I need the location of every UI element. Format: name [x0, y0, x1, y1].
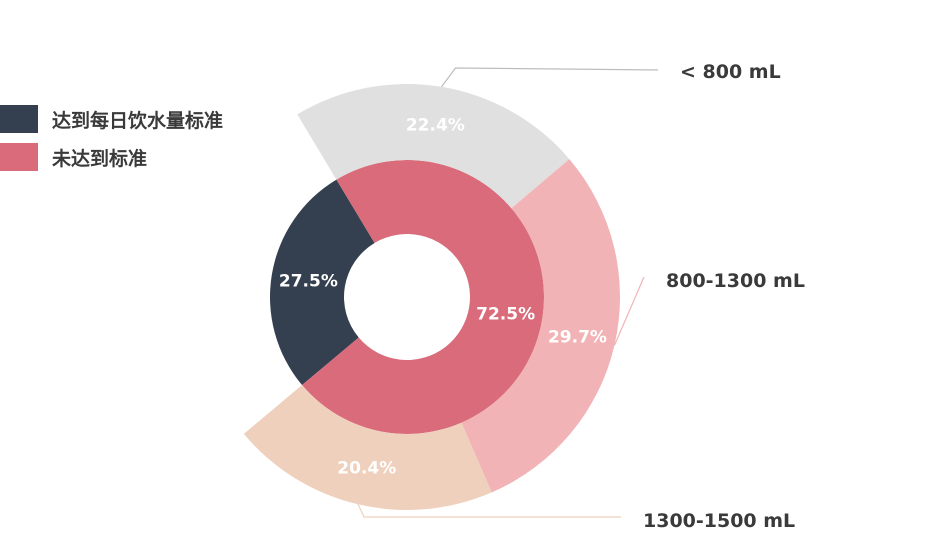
- legend-item-not-reached[interactable]: 未达到标准: [0, 142, 223, 172]
- outer-slice-0[interactable]: [297, 83, 570, 209]
- leader-lines: [357, 67, 659, 518]
- inner-slice-label-1: 72.5%: [476, 305, 535, 325]
- outer-slice-2[interactable]: [243, 385, 492, 511]
- leader-line-1: [613, 276, 645, 346]
- legend-swatch-not-reached: [0, 143, 38, 171]
- legend-swatch-reached: [0, 105, 38, 133]
- outer-slice-label-0: 22.4%: [406, 115, 465, 135]
- data-labels: 27.5% 72.5% 22.4% < 800 mL 29.7% 800-1300 mL 2…: [279, 61, 805, 532]
- inner-slice-label-0: 27.5%: [279, 271, 338, 291]
- outer-ring: [243, 83, 620, 511]
- legend-label-not-reached: 未达到标准: [52, 147, 148, 170]
- legend-label-reached: 达到每日饮水量标准: [52, 109, 224, 132]
- category-label-2: 1300-1500 mL: [643, 510, 795, 532]
- category-label-0: < 800 mL: [680, 61, 781, 83]
- legend-item-reached[interactable]: 达到每日饮水量标准: [0, 104, 223, 134]
- leader-line-2: [357, 504, 621, 518]
- inner-slice-1[interactable]: [302, 160, 544, 434]
- outer-slice-label-2: 20.4%: [337, 458, 396, 478]
- inner-slice-0[interactable]: [270, 179, 375, 386]
- outer-slice-1[interactable]: [461, 159, 620, 493]
- outer-slice-label-1: 29.7%: [548, 328, 607, 348]
- legend: 达到每日饮水量标准 未达到标准: [0, 104, 223, 180]
- leader-line-0: [441, 67, 659, 88]
- inner-ring: [270, 160, 544, 434]
- category-label-1: 800-1300 mL: [666, 270, 805, 292]
